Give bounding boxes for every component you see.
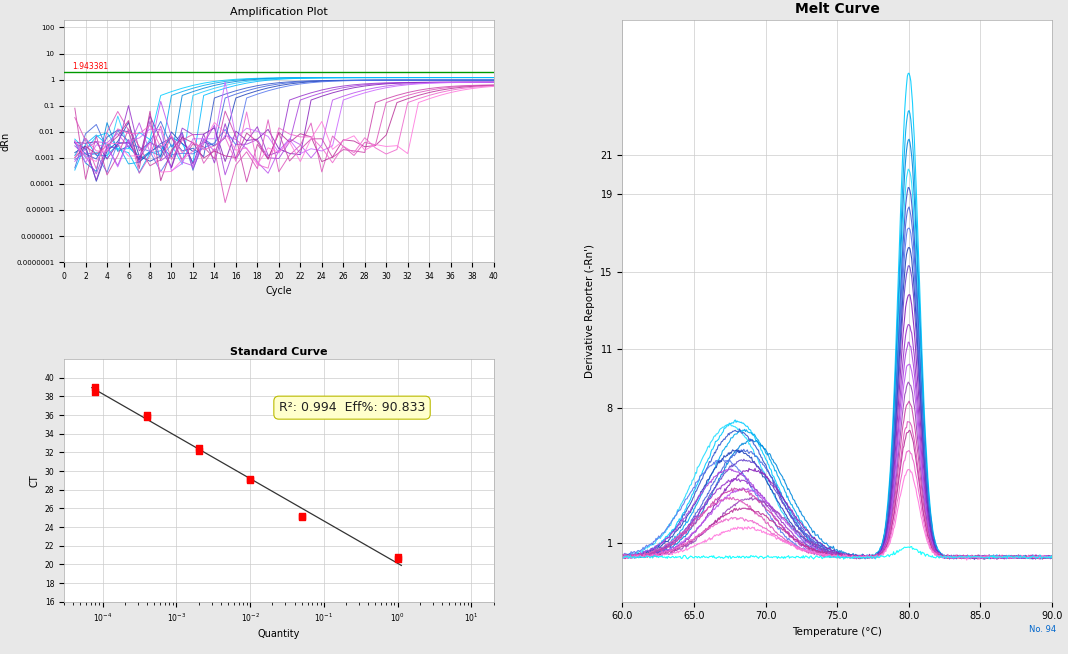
X-axis label: Cycle: Cycle <box>266 286 293 296</box>
Point <box>389 553 406 564</box>
Point <box>87 382 104 392</box>
X-axis label: Quantity: Quantity <box>257 629 300 640</box>
Point <box>190 445 207 456</box>
Y-axis label: Derivative Reporter (-Rn'): Derivative Reporter (-Rn') <box>585 244 595 377</box>
Point <box>190 443 207 453</box>
Title: Amplification Plot: Amplification Plot <box>230 7 328 18</box>
Point <box>389 552 406 562</box>
Point <box>241 475 258 486</box>
Point <box>139 412 156 422</box>
X-axis label: Temperature (°C): Temperature (°C) <box>792 627 882 637</box>
Point <box>293 511 310 521</box>
Title: Standard Curve: Standard Curve <box>230 347 328 357</box>
Title: Melt Curve: Melt Curve <box>795 2 880 16</box>
Point <box>241 473 258 484</box>
Point <box>293 511 310 522</box>
Point <box>87 387 104 397</box>
Point <box>139 410 156 421</box>
Text: R²: 0.994  Eff%: 90.833: R²: 0.994 Eff%: 90.833 <box>279 401 425 414</box>
Y-axis label: CT: CT <box>29 474 40 487</box>
Text: No. 94: No. 94 <box>1030 625 1056 634</box>
Text: 1.943381: 1.943381 <box>73 61 109 71</box>
Y-axis label: dRn: dRn <box>1 131 11 150</box>
